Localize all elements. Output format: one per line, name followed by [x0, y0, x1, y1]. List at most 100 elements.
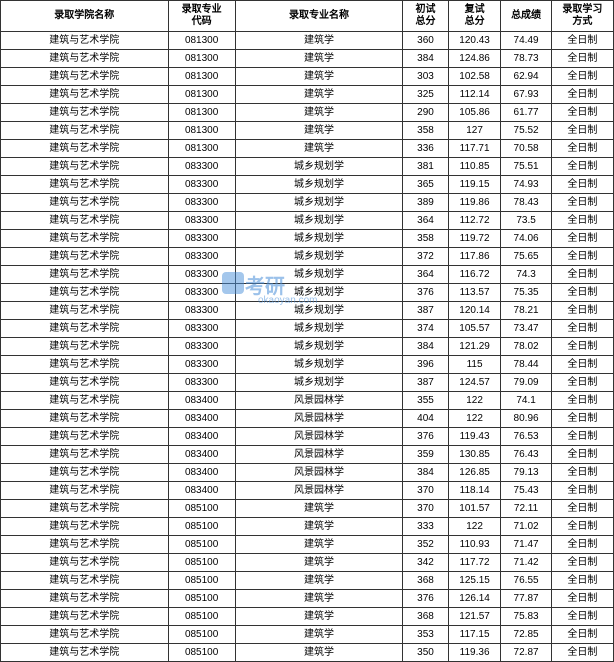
table-cell: 全日制 — [551, 68, 613, 86]
table-cell: 376 — [403, 428, 448, 446]
table-cell: 62.94 — [501, 68, 551, 86]
table-cell: 城乡规划学 — [235, 320, 403, 338]
table-cell: 117.72 — [448, 554, 501, 572]
table-cell: 全日制 — [551, 572, 613, 590]
table-cell: 城乡规划学 — [235, 176, 403, 194]
header-mode: 录取学习方式 — [551, 1, 613, 32]
table-cell: 全日制 — [551, 626, 613, 644]
table-cell: 全日制 — [551, 32, 613, 50]
table-cell: 360 — [403, 32, 448, 50]
table-cell: 381 — [403, 158, 448, 176]
table-cell: 全日制 — [551, 428, 613, 446]
table-cell: 79.09 — [501, 374, 551, 392]
table-cell: 建筑与艺术学院 — [1, 482, 169, 500]
table-row: 建筑与艺术学院085100建筑学368125.1576.55全日制 — [1, 572, 614, 590]
table-row: 建筑与艺术学院083400风景园林学376119.4376.53全日制 — [1, 428, 614, 446]
table-cell: 358 — [403, 122, 448, 140]
table-cell: 全日制 — [551, 608, 613, 626]
table-cell: 城乡规划学 — [235, 356, 403, 374]
table-cell: 083300 — [168, 158, 235, 176]
table-cell: 全日制 — [551, 374, 613, 392]
table-cell: 城乡规划学 — [235, 230, 403, 248]
table-row: 建筑与艺术学院083400风景园林学40412280.96全日制 — [1, 410, 614, 428]
table-row: 建筑与艺术学院083300城乡规划学384121.2978.02全日制 — [1, 338, 614, 356]
table-cell: 全日制 — [551, 104, 613, 122]
table-cell: 083400 — [168, 446, 235, 464]
table-cell: 404 — [403, 410, 448, 428]
table-cell: 80.96 — [501, 410, 551, 428]
table-cell: 384 — [403, 464, 448, 482]
table-cell: 建筑与艺术学院 — [1, 410, 169, 428]
table-cell: 71.47 — [501, 536, 551, 554]
table-cell: 336 — [403, 140, 448, 158]
table-cell: 120.14 — [448, 302, 501, 320]
table-cell: 建筑与艺术学院 — [1, 338, 169, 356]
table-cell: 全日制 — [551, 410, 613, 428]
table-cell: 74.49 — [501, 32, 551, 50]
table-cell: 083300 — [168, 194, 235, 212]
table-cell: 城乡规划学 — [235, 338, 403, 356]
table-row: 建筑与艺术学院083300城乡规划学381110.8575.51全日制 — [1, 158, 614, 176]
table-cell: 353 — [403, 626, 448, 644]
table-cell: 74.93 — [501, 176, 551, 194]
table-cell: 78.21 — [501, 302, 551, 320]
table-cell: 368 — [403, 572, 448, 590]
table-cell: 全日制 — [551, 554, 613, 572]
table-cell: 建筑学 — [235, 50, 403, 68]
table-cell: 333 — [403, 518, 448, 536]
table-cell: 全日制 — [551, 50, 613, 68]
table-cell: 119.15 — [448, 176, 501, 194]
table-cell: 71.02 — [501, 518, 551, 536]
table-row: 建筑与艺术学院081300建筑学303102.5862.94全日制 — [1, 68, 614, 86]
table-cell: 78.44 — [501, 356, 551, 374]
table-cell: 建筑与艺术学院 — [1, 158, 169, 176]
table-row: 建筑与艺术学院085100建筑学342117.7271.42全日制 — [1, 554, 614, 572]
table-cell: 建筑学 — [235, 608, 403, 626]
table-cell: 119.36 — [448, 644, 501, 662]
table-row: 建筑与艺术学院085100建筑学368121.5775.83全日制 — [1, 608, 614, 626]
table-cell: 城乡规划学 — [235, 248, 403, 266]
table-row: 建筑与艺术学院085100建筑学353117.1572.85全日制 — [1, 626, 614, 644]
table-cell: 387 — [403, 302, 448, 320]
table-cell: 368 — [403, 608, 448, 626]
table-cell: 建筑与艺术学院 — [1, 32, 169, 50]
table-cell: 78.43 — [501, 194, 551, 212]
table-cell: 113.57 — [448, 284, 501, 302]
table-cell: 122 — [448, 518, 501, 536]
table-cell: 建筑与艺术学院 — [1, 50, 169, 68]
table-row: 建筑与艺术学院081300建筑学360120.4374.49全日制 — [1, 32, 614, 50]
table-cell: 72.11 — [501, 500, 551, 518]
table-cell: 74.1 — [501, 392, 551, 410]
table-cell: 建筑学 — [235, 68, 403, 86]
table-cell: 365 — [403, 176, 448, 194]
table-cell: 083300 — [168, 302, 235, 320]
table-cell: 121.29 — [448, 338, 501, 356]
table-cell: 116.72 — [448, 266, 501, 284]
header-school: 录取学院名称 — [1, 1, 169, 32]
table-row: 建筑与艺术学院085100建筑学370101.5772.11全日制 — [1, 500, 614, 518]
header-retest: 复试总分 — [448, 1, 501, 32]
table-cell: 130.85 — [448, 446, 501, 464]
header-row: 录取学院名称 录取专业代码 录取专业名称 初试总分 复试总分 总成绩 录取学习方… — [1, 1, 614, 32]
table-cell: 78.73 — [501, 50, 551, 68]
table-cell: 建筑学 — [235, 86, 403, 104]
table-cell: 75.65 — [501, 248, 551, 266]
table-cell: 建筑学 — [235, 644, 403, 662]
table-cell: 全日制 — [551, 230, 613, 248]
table-cell: 风景园林学 — [235, 464, 403, 482]
table-cell: 71.42 — [501, 554, 551, 572]
table-cell: 083400 — [168, 464, 235, 482]
table-cell: 全日制 — [551, 500, 613, 518]
table-cell: 风景园林学 — [235, 482, 403, 500]
table-cell: 全日制 — [551, 392, 613, 410]
table-cell: 城乡规划学 — [235, 374, 403, 392]
table-cell: 085100 — [168, 644, 235, 662]
table-cell: 风景园林学 — [235, 410, 403, 428]
table-cell: 083400 — [168, 428, 235, 446]
table-cell: 124.57 — [448, 374, 501, 392]
table-cell: 建筑与艺术学院 — [1, 176, 169, 194]
table-cell: 建筑与艺术学院 — [1, 104, 169, 122]
table-cell: 79.13 — [501, 464, 551, 482]
table-row: 建筑与艺术学院083300城乡规划学364116.7274.3全日制 — [1, 266, 614, 284]
table-cell: 风景园林学 — [235, 392, 403, 410]
